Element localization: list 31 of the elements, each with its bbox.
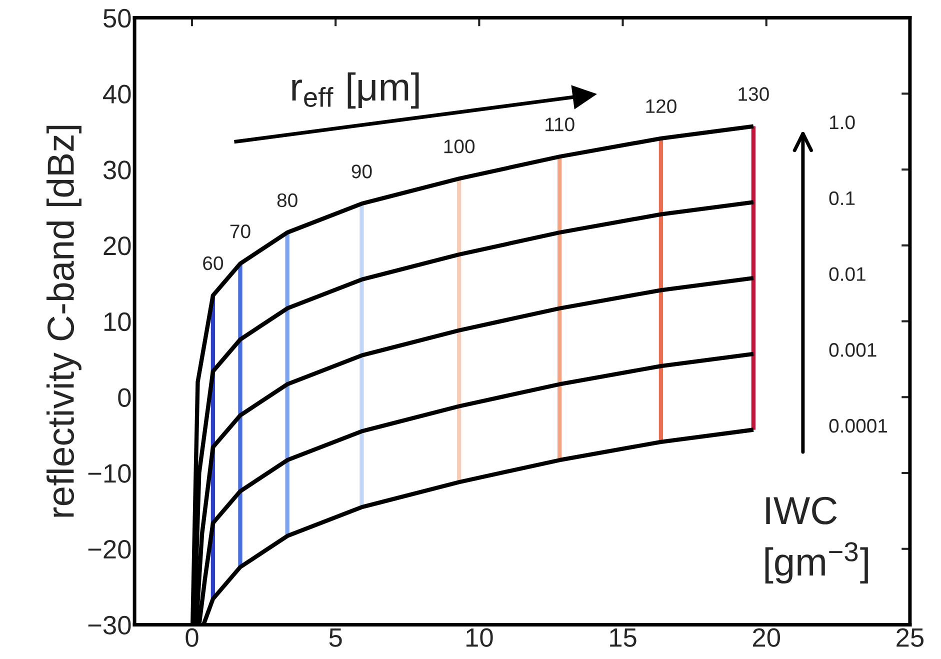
annotation: 100 bbox=[444, 140, 475, 154]
x-tick-label: 5 bbox=[329, 628, 342, 647]
annotation: 120 bbox=[646, 99, 676, 114]
y-tick-label: −30 bbox=[88, 616, 131, 635]
x-tick-label: 0 bbox=[186, 628, 198, 647]
y-tick-label: 50 bbox=[103, 8, 131, 28]
annotation: IWC [gm$^{−3}$] bbox=[765, 496, 868, 584]
annotation: 60 bbox=[203, 256, 224, 270]
annotation: 0.001 bbox=[829, 343, 876, 357]
annotation: 0.1 bbox=[829, 191, 855, 206]
annotation: 0.0001 bbox=[829, 418, 888, 433]
y-tick-label: 40 bbox=[103, 84, 131, 104]
x-tick-label: 10 bbox=[466, 628, 493, 647]
x-tick-label: 15 bbox=[610, 628, 636, 647]
x-tick-label: 25 bbox=[896, 628, 924, 647]
x-tick-label: 20 bbox=[753, 628, 780, 647]
annotation: 1.0 bbox=[830, 115, 855, 130]
y-tick-label: 30 bbox=[103, 160, 131, 180]
y-tick-label: −10 bbox=[88, 464, 131, 483]
annotation: 80 bbox=[277, 193, 298, 208]
y-tick-label: −20 bbox=[88, 540, 131, 559]
annotation: 90 bbox=[352, 164, 372, 178]
y-tick-label: 0 bbox=[118, 388, 131, 407]
annotation: 0.01 bbox=[829, 267, 866, 281]
y-tick-label: 10 bbox=[104, 312, 131, 332]
y-axis-title: reflectivity C-band [dBz] bbox=[46, 126, 82, 517]
annotation: 70 bbox=[230, 224, 250, 238]
annotation: 110 bbox=[546, 118, 574, 132]
y-tick-label: 20 bbox=[104, 236, 131, 256]
annotation: 130 bbox=[738, 87, 769, 101]
annotation: r$_{eff}$ [μm] bbox=[292, 72, 419, 109]
